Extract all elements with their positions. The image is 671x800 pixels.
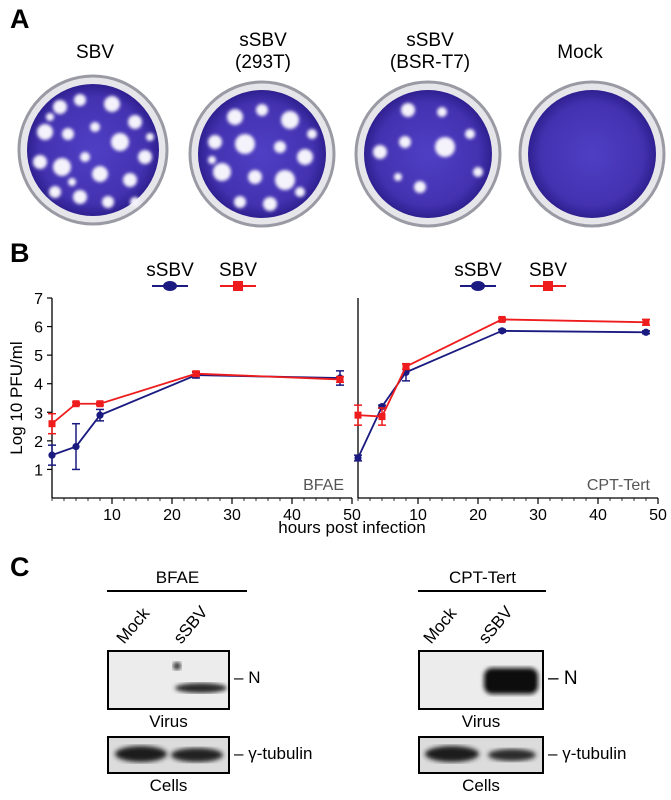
- x-tick-label: 10: [409, 507, 427, 524]
- lane-label-mock: Mock: [419, 604, 461, 648]
- dish-ssbv-bsrt7: [354, 80, 502, 228]
- legend-label-ssbv: sSBV: [146, 260, 194, 281]
- dish-label-mock: Mock: [557, 42, 603, 63]
- blot-title-underline: [418, 590, 546, 592]
- x-tick-label: 10: [103, 507, 121, 524]
- blot-virus-bfae: [107, 650, 230, 710]
- band-label-tubulin-cpttert: – γ-tubulin: [548, 744, 627, 763]
- y-tick-label: 3: [34, 405, 43, 422]
- panel-letter-c: C: [10, 552, 30, 582]
- y-tick-label: 1: [34, 462, 43, 479]
- y-tick-label: 4: [34, 377, 43, 394]
- plaque-dishes: [17, 74, 666, 228]
- legend-marker: [471, 281, 485, 291]
- data-point-sbv: [498, 315, 506, 323]
- data-point-sbv: [402, 363, 410, 371]
- legend-label-sbv: SBV: [219, 260, 257, 281]
- series-line-ssbv: [357, 329, 647, 459]
- y-tick-label: 7: [34, 291, 43, 308]
- x-tick-label: 40: [589, 507, 607, 524]
- x-tick-label: 20: [163, 507, 181, 524]
- series-line-sbv: [51, 372, 341, 425]
- blot-cells-cpttert: [418, 736, 544, 774]
- band-label-tubulin-bfae: – γ-tubulin: [234, 744, 313, 763]
- lane-label-ssbv: sSBV: [169, 602, 212, 648]
- x-tick-label: 40: [283, 507, 301, 524]
- blot-virus-cpttert: [418, 650, 544, 710]
- dish-label-ssbv-bsrt7: sSBV (BSR-T7): [389, 30, 471, 73]
- data-point-sbv: [336, 375, 344, 383]
- dish-ssbv-293t: [188, 80, 336, 228]
- chart-annotation: CPT-Tert: [587, 477, 651, 494]
- panel-letter-a: A: [10, 4, 30, 34]
- blot-under-virus-cpttert: Virus: [461, 712, 501, 731]
- band-label-n-cpttert: – N: [548, 668, 578, 689]
- legend-marker: [543, 281, 553, 291]
- data-point-sbv: [354, 411, 362, 419]
- plaques-sbv: [33, 94, 154, 208]
- blot-under-virus-bfae: Virus: [149, 712, 188, 731]
- growth-curves: 1 2 3 4 5 6 7 10 20 30 40 50 BFAE sSBV SBV 10 20 30 40 50 CP…: [7, 260, 667, 537]
- y-tick-label: 5: [34, 348, 43, 365]
- panel-letter-b: B: [10, 238, 30, 268]
- blot-under-cells-cpttert: Cells: [462, 776, 500, 795]
- x-tick-label: 20: [469, 507, 487, 524]
- x-tick-label: 50: [343, 507, 361, 524]
- dish-sbv: [17, 74, 169, 226]
- data-point-ssbv: [96, 411, 104, 419]
- plaques-ssbv-bsrt7: [373, 103, 483, 193]
- data-point-sbv: [642, 318, 650, 326]
- band-label-n-bfae: – N: [234, 668, 261, 687]
- blot-title-bfae: BFAE: [155, 568, 200, 587]
- lane-label-mock: Mock: [112, 604, 154, 648]
- x-tick-label: 30: [223, 507, 241, 524]
- x-axis-label: hours post infection: [278, 518, 425, 537]
- data-point-ssbv: [72, 442, 80, 451]
- data-point-sbv: [378, 413, 386, 421]
- data-point-ssbv: [498, 327, 506, 335]
- blot-title-cpttert: CPT-Tert: [448, 568, 517, 587]
- chart-annotation: BFAE: [303, 477, 344, 494]
- data-point-ssbv: [642, 328, 650, 336]
- legend-label-ssbv: sSBV: [454, 260, 502, 281]
- dish-label-ssbv-293t: sSBV (293T): [235, 30, 291, 73]
- blot-cells-bfae: [107, 736, 230, 774]
- data-point-sbv: [72, 400, 80, 408]
- dish-label-sbv: SBV: [75, 42, 115, 63]
- x-tick-label: 30: [529, 507, 547, 524]
- blot-title-underline: [107, 590, 247, 592]
- data-point-sbv: [192, 370, 200, 378]
- legend-label-sbv: SBV: [529, 260, 567, 281]
- plaques-ssbv-293t: [208, 104, 317, 211]
- dish-mock: [518, 80, 666, 228]
- y-tick-label: 6: [34, 320, 43, 337]
- y-tick-label: 2: [34, 434, 43, 451]
- legend-marker: [233, 281, 243, 291]
- data-point-sbv: [48, 420, 56, 428]
- series-line-ssbv: [51, 374, 341, 456]
- data-point-ssbv: [354, 454, 362, 462]
- legend-marker: [163, 281, 177, 291]
- blot-under-cells-bfae: Cells: [149, 776, 188, 795]
- data-point-ssbv: [48, 451, 56, 459]
- data-point-sbv: [96, 400, 104, 408]
- lane-label-ssbv: sSBV: [474, 602, 517, 648]
- x-tick-label: 50: [649, 507, 667, 524]
- y-axis-label: Log 10 PFU/ml: [7, 341, 26, 454]
